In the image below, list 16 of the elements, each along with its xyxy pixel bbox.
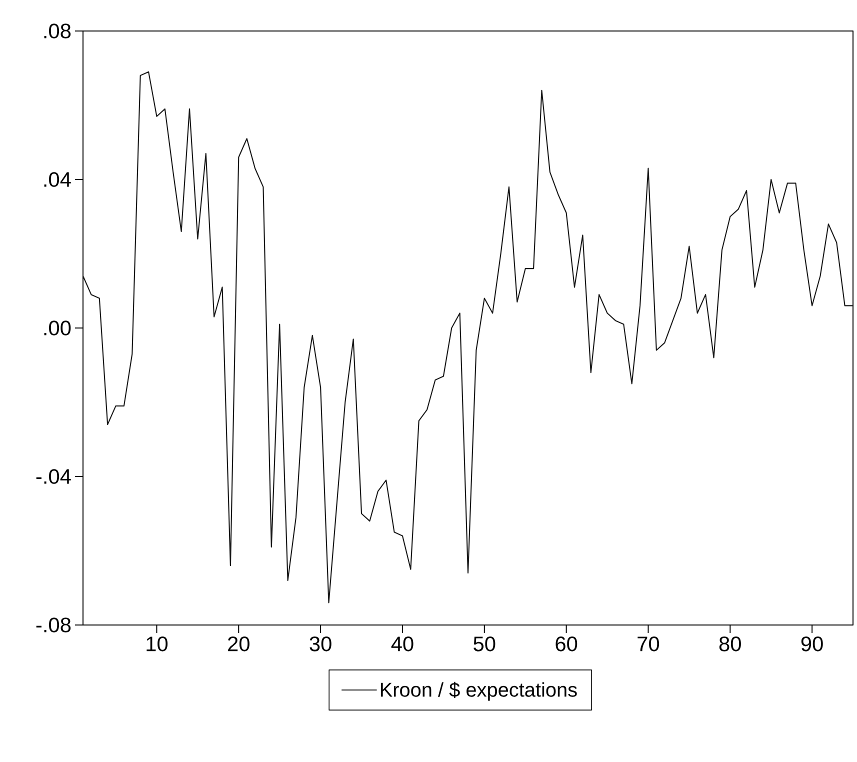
x-tick-label: 50 bbox=[474, 636, 496, 652]
legend-label: Kroon / $ expectations bbox=[380, 682, 577, 701]
y-tick-label: .08 bbox=[44, 24, 71, 38]
x-tick-label: 70 bbox=[638, 636, 660, 652]
x-tick-label: 10 bbox=[146, 636, 168, 652]
y-tick-label: .00 bbox=[44, 320, 71, 336]
y-tick-label: -.08 bbox=[36, 618, 71, 632]
x-tick-label: 90 bbox=[801, 636, 823, 652]
x-tick-label: 60 bbox=[556, 636, 578, 652]
x-tick-label: 30 bbox=[310, 636, 332, 652]
x-tick-label: 20 bbox=[228, 636, 250, 652]
x-tick-label: 80 bbox=[719, 636, 741, 652]
y-tick-label: .04 bbox=[44, 172, 71, 187]
x-tick-label: 40 bbox=[391, 636, 414, 652]
line-series bbox=[83, 71, 854, 604]
y-tick-label: -.04 bbox=[36, 469, 71, 484]
